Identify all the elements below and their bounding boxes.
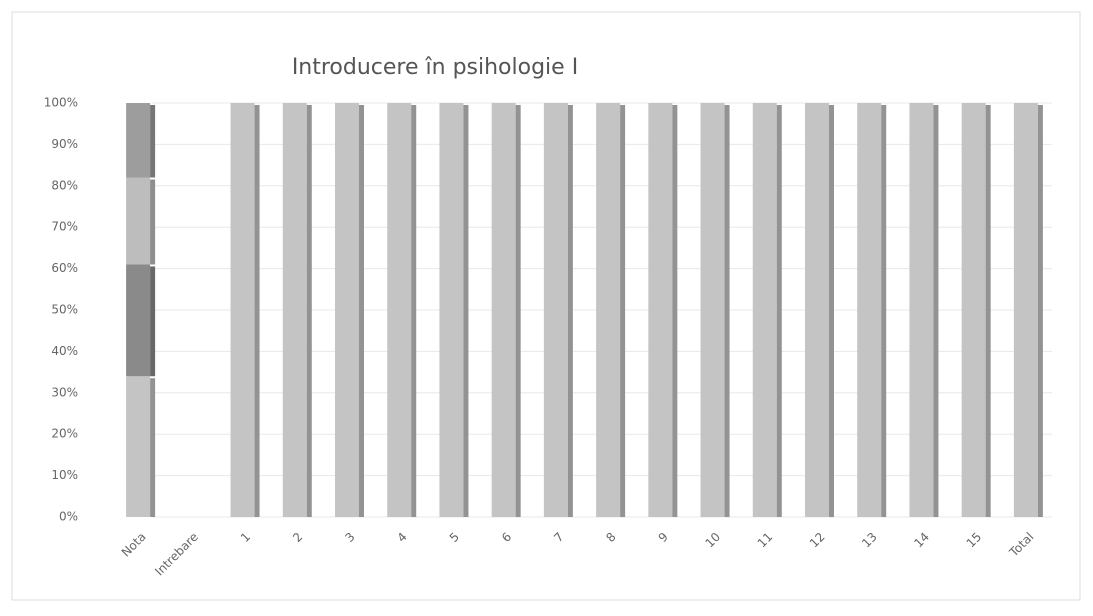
bar-side	[567, 105, 573, 517]
bar-side	[829, 105, 834, 517]
bar-side	[359, 105, 364, 517]
bar-side	[933, 105, 939, 517]
bar-segment	[335, 103, 359, 517]
y-tick-label: 60%	[51, 261, 78, 275]
bar-segment	[439, 103, 464, 517]
bar-side	[306, 105, 312, 517]
bar-side	[254, 105, 260, 517]
bar-side	[515, 105, 521, 517]
bar-side	[463, 105, 469, 517]
y-tick-label: 70%	[51, 220, 78, 234]
y-tick-label: 90%	[51, 137, 78, 151]
bar-segment	[1013, 103, 1038, 517]
bar-side	[724, 105, 730, 517]
bar-segment	[805, 103, 829, 517]
bar-segment	[126, 264, 151, 377]
bar-side	[985, 105, 991, 517]
y-tick-label: 100%	[44, 96, 78, 110]
bar-segment	[700, 103, 725, 517]
bar-side	[672, 105, 678, 517]
bar-segment	[126, 376, 151, 517]
bar-side	[776, 105, 782, 517]
bar-segment	[126, 177, 151, 265]
bar-segment	[752, 103, 777, 517]
bar-segment	[961, 103, 986, 517]
bar-side	[150, 105, 156, 178]
bar-segment	[491, 103, 516, 517]
bar-side	[150, 266, 156, 377]
bar-segment	[387, 103, 412, 517]
y-tick-label: 80%	[51, 178, 78, 192]
y-tick-label: 30%	[51, 385, 78, 399]
y-tick-label: 0%	[59, 510, 78, 524]
bar-side	[620, 105, 626, 517]
bar-segment	[596, 103, 621, 517]
bar-side	[1037, 105, 1043, 517]
y-tick-label: 10%	[51, 468, 78, 482]
y-tick-label: 50%	[51, 303, 78, 317]
bar-segment	[282, 103, 307, 517]
bar-side	[150, 378, 156, 517]
bar-segment	[857, 103, 882, 517]
bar-side	[411, 105, 417, 517]
bar-segment	[543, 103, 568, 517]
y-tick-label: 40%	[51, 344, 78, 358]
chart-title: Introducere în psihologie I	[292, 55, 578, 80]
y-tick-label: 20%	[51, 427, 78, 441]
bar-segment	[909, 103, 934, 517]
bar-segment	[230, 103, 255, 517]
bar-side	[150, 179, 156, 265]
bar-segment	[648, 103, 673, 517]
bar-side	[881, 105, 887, 517]
bar-segment	[126, 103, 151, 178]
